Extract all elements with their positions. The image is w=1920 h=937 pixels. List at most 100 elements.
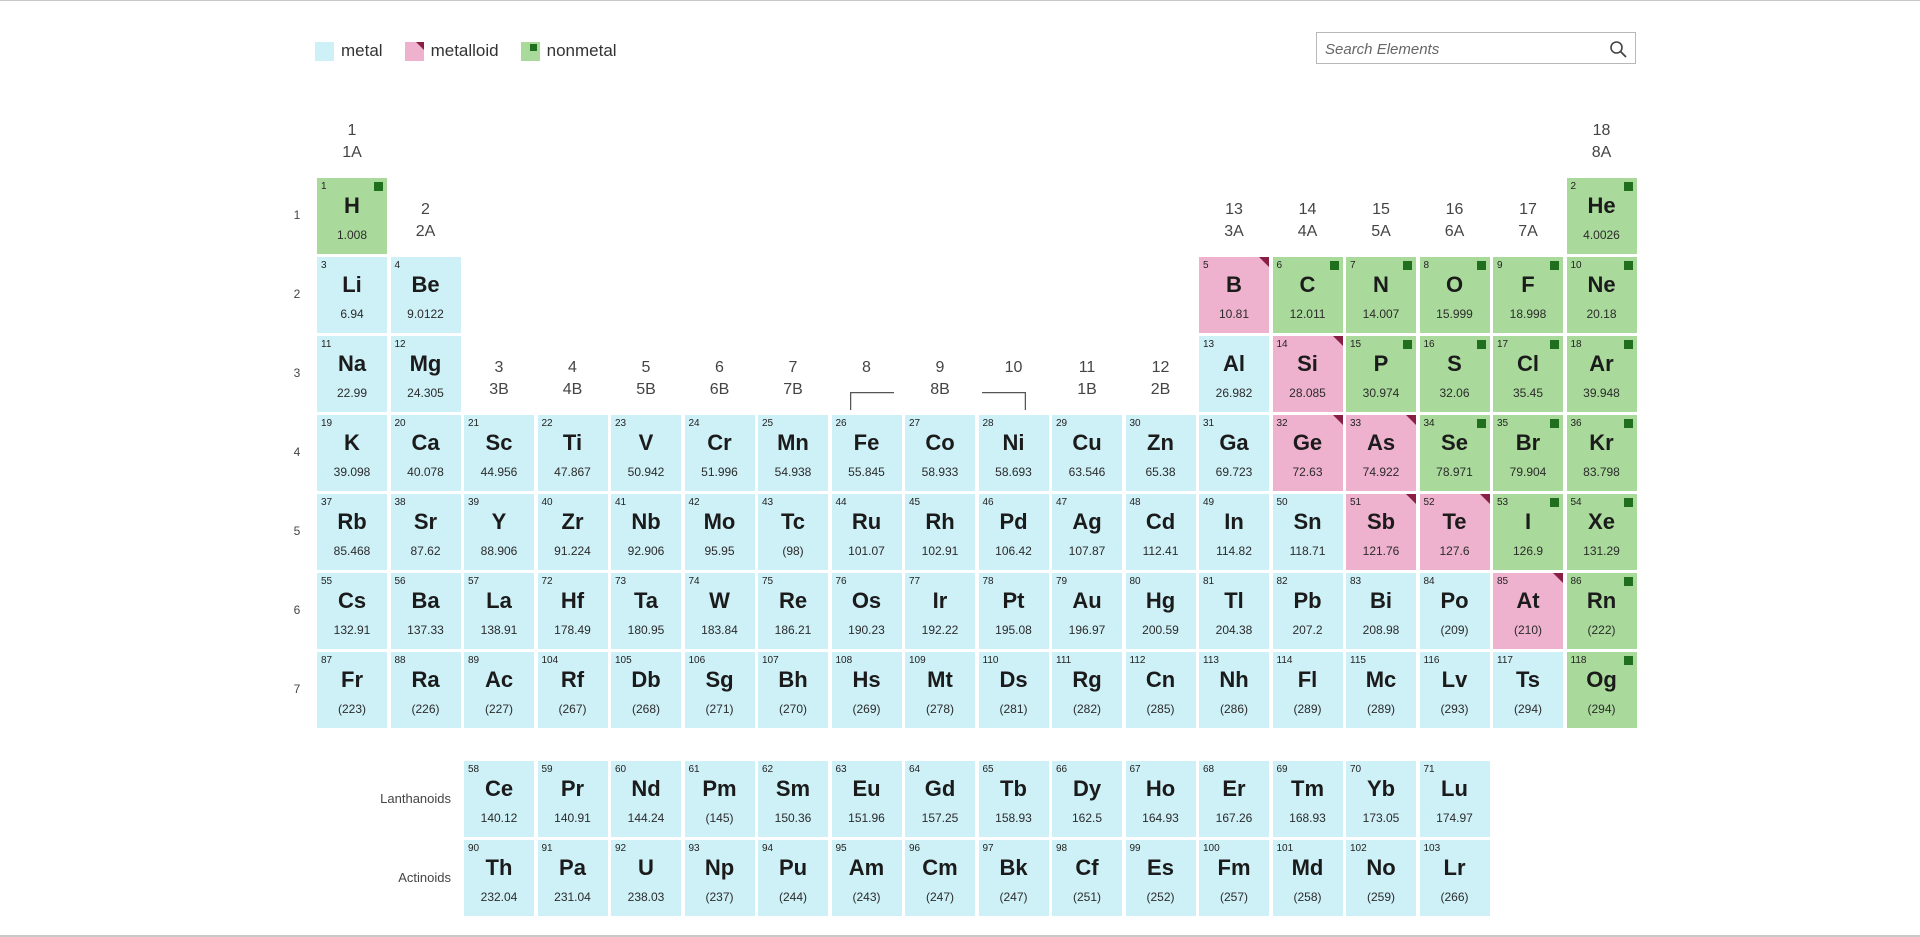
element-ge[interactable]: 32 Ge 72.63 [1272, 415, 1343, 491]
element-ac[interactable]: 89 Ac (227) [464, 652, 534, 728]
element-bi[interactable]: 83 Bi 208.98 [1346, 573, 1416, 649]
element-be[interactable]: 4 Be 9.0122 [390, 257, 461, 333]
element-si[interactable]: 14 Si 28.085 [1272, 336, 1343, 412]
element-hg[interactable]: 80 Hg 200.59 [1125, 573, 1196, 649]
element-nh[interactable]: 113 Nh (286) [1199, 652, 1269, 728]
element-es[interactable]: 99 Es (252) [1125, 840, 1196, 916]
element-no[interactable]: 102 No (259) [1346, 840, 1416, 916]
element-rh[interactable]: 45 Rh 102.91 [905, 494, 975, 570]
element-mg[interactable]: 12 Mg 24.305 [390, 336, 461, 412]
element-o[interactable]: 8 O 15.999 [1419, 257, 1490, 333]
element-pm[interactable]: 61 Pm (145) [684, 761, 755, 837]
element-mn[interactable]: 25 Mn 54.938 [758, 415, 828, 491]
element-ar[interactable]: 18 Ar 39.948 [1566, 336, 1637, 412]
element-gd[interactable]: 64 Gd 157.25 [905, 761, 975, 837]
element-co[interactable]: 27 Co 58.933 [905, 415, 975, 491]
element-re[interactable]: 75 Re 186.21 [758, 573, 828, 649]
element-mt[interactable]: 109 Mt (278) [905, 652, 975, 728]
element-la[interactable]: 57 La 138.91 [464, 573, 534, 649]
element-pb[interactable]: 82 Pb 207.2 [1272, 573, 1343, 649]
element-zn[interactable]: 30 Zn 65.38 [1125, 415, 1196, 491]
element-yb[interactable]: 70 Yb 173.05 [1346, 761, 1416, 837]
element-cm[interactable]: 96 Cm (247) [905, 840, 975, 916]
element-th[interactable]: 90 Th 232.04 [464, 840, 534, 916]
element-ir[interactable]: 77 Ir 192.22 [905, 573, 975, 649]
element-fm[interactable]: 100 Fm (257) [1199, 840, 1269, 916]
element-ho[interactable]: 67 Ho 164.93 [1125, 761, 1196, 837]
element-he[interactable]: 2 He 4.0026 [1566, 178, 1637, 254]
element-in[interactable]: 49 In 114.82 [1199, 494, 1269, 570]
element-kr[interactable]: 36 Kr 83.798 [1566, 415, 1637, 491]
element-pt[interactable]: 78 Pt 195.08 [978, 573, 1049, 649]
element-cl[interactable]: 17 Cl 35.45 [1493, 336, 1563, 412]
element-s[interactable]: 16 S 32.06 [1419, 336, 1490, 412]
element-as[interactable]: 33 As 74.922 [1346, 415, 1416, 491]
element-nb[interactable]: 41 Nb 92.906 [611, 494, 681, 570]
element-lu[interactable]: 71 Lu 174.97 [1419, 761, 1490, 837]
element-fe[interactable]: 26 Fe 55.845 [831, 415, 902, 491]
element-er[interactable]: 68 Er 167.26 [1199, 761, 1269, 837]
element-cd[interactable]: 48 Cd 112.41 [1125, 494, 1196, 570]
element-eu[interactable]: 63 Eu 151.96 [831, 761, 902, 837]
element-hs[interactable]: 108 Hs (269) [831, 652, 902, 728]
element-br[interactable]: 35 Br 79.904 [1493, 415, 1563, 491]
element-n[interactable]: 7 N 14.007 [1346, 257, 1416, 333]
element-al[interactable]: 13 Al 26.982 [1199, 336, 1269, 412]
element-np[interactable]: 93 Np (237) [684, 840, 755, 916]
element-pr[interactable]: 59 Pr 140.91 [537, 761, 608, 837]
element-pu[interactable]: 94 Pu (244) [758, 840, 828, 916]
element-sc[interactable]: 21 Sc 44.956 [464, 415, 534, 491]
element-cr[interactable]: 24 Cr 51.996 [684, 415, 755, 491]
element-rn[interactable]: 86 Rn (222) [1566, 573, 1637, 649]
element-os[interactable]: 76 Os 190.23 [831, 573, 902, 649]
element-lv[interactable]: 116 Lv (293) [1419, 652, 1490, 728]
element-rf[interactable]: 104 Rf (267) [537, 652, 608, 728]
element-p[interactable]: 15 P 30.974 [1346, 336, 1416, 412]
legend-item-metal[interactable]: metal [315, 41, 383, 61]
element-tb[interactable]: 65 Tb 158.93 [978, 761, 1049, 837]
element-sn[interactable]: 50 Sn 118.71 [1272, 494, 1343, 570]
element-sg[interactable]: 106 Sg (271) [684, 652, 755, 728]
element-xe[interactable]: 54 Xe 131.29 [1566, 494, 1637, 570]
element-b[interactable]: 5 B 10.81 [1199, 257, 1269, 333]
legend-item-nonmetal[interactable]: nonmetal [520, 41, 617, 61]
element-og[interactable]: 118 Og (294) [1566, 652, 1637, 728]
element-mc[interactable]: 115 Mc (289) [1346, 652, 1416, 728]
element-c[interactable]: 6 C 12.011 [1272, 257, 1343, 333]
element-cn[interactable]: 112 Cn (285) [1125, 652, 1196, 728]
element-dy[interactable]: 66 Dy 162.5 [1052, 761, 1122, 837]
element-cf[interactable]: 98 Cf (251) [1052, 840, 1122, 916]
element-y[interactable]: 39 Y 88.906 [464, 494, 534, 570]
element-nd[interactable]: 60 Nd 144.24 [611, 761, 681, 837]
element-fr[interactable]: 87 Fr (223) [317, 652, 387, 728]
element-se[interactable]: 34 Se 78.971 [1419, 415, 1490, 491]
element-li[interactable]: 3 Li 6.94 [317, 257, 387, 333]
element-au[interactable]: 79 Au 196.97 [1052, 573, 1122, 649]
element-zr[interactable]: 40 Zr 91.224 [537, 494, 608, 570]
element-db[interactable]: 105 Db (268) [611, 652, 681, 728]
element-sm[interactable]: 62 Sm 150.36 [758, 761, 828, 837]
element-tc[interactable]: 43 Tc (98) [758, 494, 828, 570]
element-po[interactable]: 84 Po (209) [1419, 573, 1490, 649]
element-sb[interactable]: 51 Sb 121.76 [1346, 494, 1416, 570]
element-f[interactable]: 9 F 18.998 [1493, 257, 1563, 333]
element-ni[interactable]: 28 Ni 58.693 [978, 415, 1049, 491]
element-ne[interactable]: 10 Ne 20.18 [1566, 257, 1637, 333]
element-bh[interactable]: 107 Bh (270) [758, 652, 828, 728]
element-mo[interactable]: 42 Mo 95.95 [684, 494, 755, 570]
element-ta[interactable]: 73 Ta 180.95 [611, 573, 681, 649]
element-bk[interactable]: 97 Bk (247) [978, 840, 1049, 916]
element-i[interactable]: 53 I 126.9 [1493, 494, 1563, 570]
element-ce[interactable]: 58 Ce 140.12 [464, 761, 534, 837]
search-icon[interactable] [1609, 40, 1627, 58]
element-v[interactable]: 23 V 50.942 [611, 415, 681, 491]
element-am[interactable]: 95 Am (243) [831, 840, 902, 916]
element-ds[interactable]: 110 Ds (281) [978, 652, 1049, 728]
element-ba[interactable]: 56 Ba 137.33 [390, 573, 461, 649]
search-box[interactable] [1316, 32, 1636, 64]
legend-item-metalloid[interactable]: metalloid [404, 41, 499, 61]
element-md[interactable]: 101 Md (258) [1272, 840, 1343, 916]
element-sr[interactable]: 38 Sr 87.62 [390, 494, 461, 570]
element-ts[interactable]: 117 Ts (294) [1493, 652, 1563, 728]
element-ag[interactable]: 47 Ag 107.87 [1052, 494, 1122, 570]
